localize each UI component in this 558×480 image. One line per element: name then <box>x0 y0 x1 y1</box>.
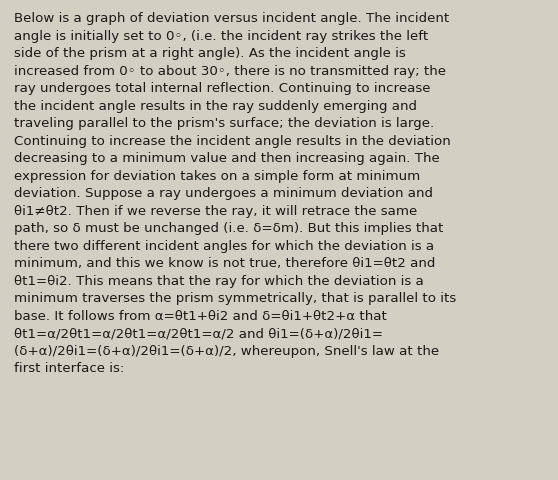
Text: Below is a graph of deviation versus incident angle. The incident
angle is initi: Below is a graph of deviation versus inc… <box>14 12 456 374</box>
